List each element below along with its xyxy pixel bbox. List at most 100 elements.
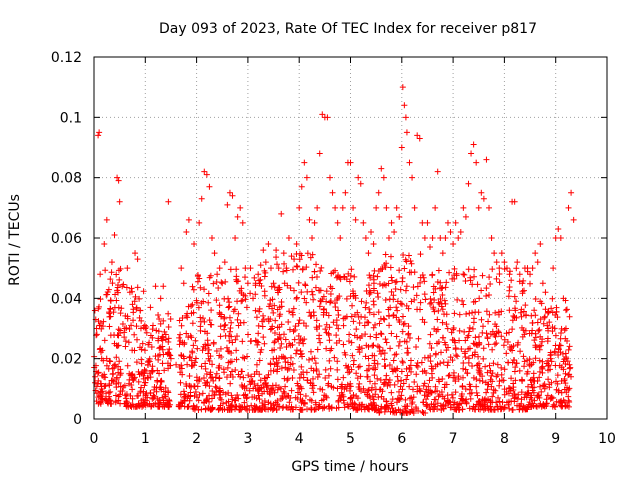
data-point — [408, 260, 415, 267]
data-point — [410, 394, 417, 401]
data-point — [306, 396, 313, 403]
data-point — [298, 363, 305, 370]
data-point — [498, 333, 505, 340]
data-point — [232, 336, 239, 343]
data-point — [286, 399, 293, 406]
data-point — [342, 189, 349, 196]
data-point — [112, 361, 119, 368]
data-point — [403, 376, 410, 383]
data-point — [249, 394, 256, 401]
data-point — [557, 235, 564, 241]
data-point — [391, 366, 398, 373]
data-point — [267, 391, 274, 398]
data-point — [260, 312, 267, 319]
data-point — [451, 310, 458, 317]
data-point — [393, 278, 400, 285]
data-point — [224, 201, 231, 208]
data-point — [300, 340, 307, 347]
data-point — [340, 374, 347, 381]
data-point — [129, 301, 136, 308]
data-point — [342, 362, 349, 369]
data-point — [159, 394, 166, 401]
data-point — [377, 330, 384, 337]
data-point — [362, 235, 369, 241]
data-point — [271, 284, 278, 291]
data-point — [421, 392, 428, 399]
data-point — [244, 280, 251, 287]
data-point — [438, 349, 445, 356]
data-point — [252, 291, 259, 298]
data-point — [210, 340, 217, 347]
data-point — [527, 394, 534, 401]
data-point — [429, 235, 436, 241]
data-point — [102, 374, 109, 381]
data-point — [537, 241, 544, 248]
data-point — [246, 387, 253, 394]
data-point — [565, 397, 572, 404]
data-point — [437, 295, 444, 302]
data-point — [198, 195, 205, 202]
data-point — [365, 282, 372, 289]
data-point — [564, 338, 571, 345]
data-point — [293, 263, 300, 270]
data-point — [181, 339, 188, 346]
data-point — [283, 265, 290, 272]
data-point — [310, 367, 317, 374]
data-point — [185, 334, 192, 341]
data-point — [473, 383, 480, 390]
data-point — [221, 322, 228, 329]
data-point — [92, 373, 99, 380]
data-point — [178, 265, 185, 272]
data-point — [466, 386, 473, 393]
data-point — [351, 332, 358, 339]
data-point — [196, 275, 203, 282]
data-point — [388, 219, 395, 226]
data-point — [460, 360, 467, 367]
data-point — [215, 285, 222, 292]
data-point — [426, 340, 433, 347]
data-point — [365, 386, 372, 393]
data-point — [439, 250, 446, 257]
data-point — [129, 386, 136, 393]
data-point — [351, 273, 358, 280]
data-point — [538, 300, 545, 307]
data-point — [460, 301, 467, 308]
data-point — [250, 295, 257, 302]
data-point — [388, 288, 395, 295]
data-point — [432, 285, 439, 292]
data-point — [115, 267, 122, 274]
data-point — [526, 356, 533, 363]
data-point — [540, 320, 547, 327]
data-point — [529, 265, 536, 272]
data-point — [139, 340, 146, 347]
data-point — [367, 333, 374, 340]
data-point — [496, 382, 503, 389]
data-point — [116, 391, 123, 398]
data-point — [228, 404, 235, 411]
data-point — [482, 363, 489, 370]
data-point — [327, 299, 334, 306]
data-point — [106, 323, 113, 330]
data-point — [512, 377, 519, 384]
data-point — [250, 385, 257, 392]
data-point — [435, 267, 442, 274]
data-point — [274, 366, 281, 373]
data-point — [529, 319, 536, 326]
data-points — [91, 84, 577, 416]
data-point — [188, 310, 195, 317]
data-point — [406, 159, 413, 166]
data-point — [257, 276, 264, 283]
data-point — [434, 405, 441, 412]
data-point — [332, 204, 339, 211]
data-point — [235, 395, 242, 402]
data-point — [106, 310, 113, 317]
data-point — [310, 389, 317, 396]
data-point — [140, 396, 147, 403]
data-point — [349, 352, 356, 359]
data-point — [323, 321, 330, 328]
data-point — [415, 407, 422, 414]
data-point — [373, 331, 380, 338]
data-point — [131, 298, 138, 305]
data-point — [385, 235, 392, 241]
data-point — [312, 284, 319, 291]
